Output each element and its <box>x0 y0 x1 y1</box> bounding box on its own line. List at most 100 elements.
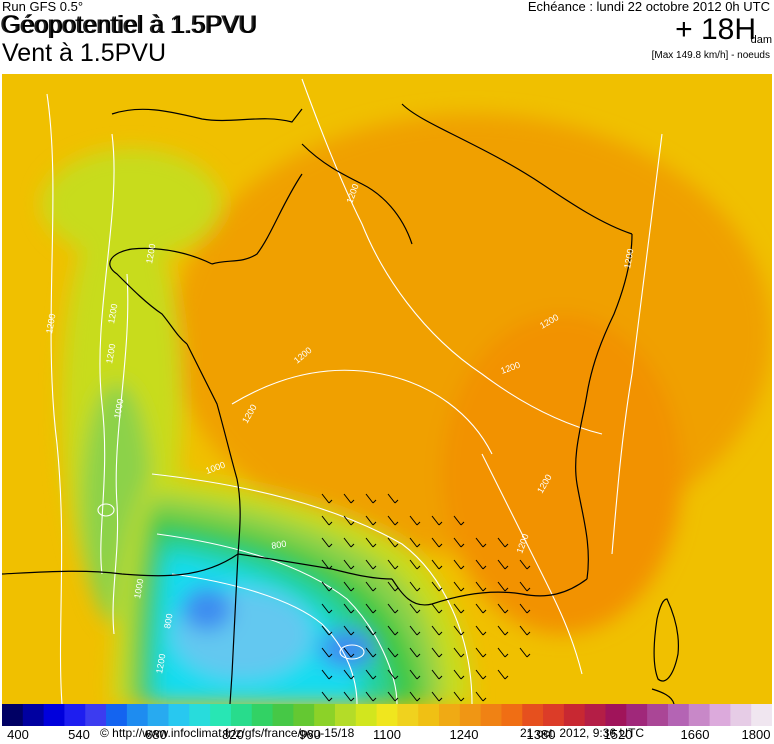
wind-barb <box>387 669 399 680</box>
color-scale-swatch <box>314 704 336 726</box>
wind-barb <box>321 515 333 526</box>
wind-barb <box>453 625 465 636</box>
wind-barb <box>387 581 399 592</box>
field-alps-orange <box>442 314 682 634</box>
color-scale-swatch <box>106 704 128 726</box>
wind-barb <box>365 581 377 592</box>
wind-barb <box>497 625 509 636</box>
wind-barb <box>475 691 487 702</box>
color-scale-swatch <box>147 704 169 726</box>
color-scale-swatch <box>730 704 752 726</box>
color-scale-swatch <box>626 704 648 726</box>
wind-barb <box>343 625 355 636</box>
color-scale-swatch <box>584 704 607 726</box>
contour-low-center <box>339 644 365 660</box>
contour-label: 800 <box>271 539 288 551</box>
field-north-green <box>42 149 222 259</box>
wind-barb <box>409 559 421 570</box>
contour-label: 1200 <box>106 303 119 324</box>
contour-lines <box>46 78 663 704</box>
color-scale-swatch <box>272 704 294 726</box>
color-scale-swatch <box>397 704 419 726</box>
wind-barb <box>365 603 377 614</box>
wind-barb <box>343 603 355 614</box>
wind-barb <box>365 625 377 636</box>
color-scale-swatch <box>168 704 190 726</box>
color-scale-swatch <box>189 704 211 726</box>
border-northeast <box>401 103 633 235</box>
color-scale-swatch <box>376 704 398 726</box>
wind-barb <box>431 691 443 702</box>
color-scale-swatch <box>230 704 253 726</box>
contour-label: 1200 <box>44 313 57 334</box>
color-scale-swatch <box>439 704 461 726</box>
wind-barb <box>453 647 465 658</box>
wind-barb <box>475 559 487 570</box>
coastline-north <box>211 173 303 265</box>
max-wind-label: [Max 149.8 km/h] - noeuds <box>651 50 770 61</box>
wind-barb <box>321 559 333 570</box>
color-scale-tick-540: 540 <box>68 727 90 742</box>
wind-barb <box>431 537 443 548</box>
wind-barb <box>409 625 421 636</box>
wind-barb <box>475 581 487 592</box>
wind-barbs <box>321 493 531 702</box>
contour-ridge-small <box>97 503 115 517</box>
echeance-label: Echéance : lundi 22 octobre 2012 0h UTC <box>527 0 770 14</box>
coastline-atlantic <box>186 343 241 704</box>
border-alps <box>575 233 633 580</box>
coastline-channel <box>301 143 413 245</box>
contour-label: 1200 <box>622 248 635 269</box>
color-scale-swatch <box>667 704 690 726</box>
wind-barb <box>453 559 465 570</box>
wind-barb <box>475 603 487 614</box>
coastline-mediterranean <box>391 578 588 606</box>
title-vent: Vent à 1.5PVU <box>2 39 167 67</box>
wind-barb <box>321 669 333 680</box>
credit-text[interactable]: © http://www.infoclimat.fr/z/gfs/france/… <box>100 726 355 740</box>
coastline-brittany <box>109 247 213 345</box>
contour-1200-brittany <box>99 133 115 575</box>
color-scale-swatch <box>43 704 65 726</box>
color-scale-swatch <box>459 704 482 726</box>
wind-barb <box>519 603 531 614</box>
wind-barb <box>409 669 421 680</box>
color-scale-swatch <box>293 704 315 726</box>
wind-barb <box>387 691 399 702</box>
wind-barb <box>431 625 443 636</box>
color-scale-swatch <box>605 704 627 726</box>
coastline-corsica <box>653 598 679 682</box>
wind-barb <box>453 515 465 526</box>
wind-barb <box>453 537 465 548</box>
wind-barb <box>343 559 355 570</box>
weather-map[interactable]: 1200 1200 1200 1200 1200 1200 1200 1200 1200 1200… <box>2 74 772 704</box>
wind-barb <box>365 537 377 548</box>
wind-barb <box>431 603 443 614</box>
color-scale-tick-680: 680 <box>145 727 167 742</box>
color-scale-swatch <box>2 704 24 726</box>
wind-barb <box>453 603 465 614</box>
wind-barb <box>343 669 355 680</box>
wind-barb <box>343 691 355 702</box>
color-scale-swatch <box>64 704 86 726</box>
wind-barb <box>453 691 465 702</box>
contour-label: 1200 <box>154 653 167 674</box>
color-scale-tick-1100: 1100 <box>373 727 401 742</box>
wind-barb <box>475 625 487 636</box>
wind-barb <box>387 537 399 548</box>
contour-1200-center <box>231 369 493 455</box>
coastline-england <box>111 108 303 123</box>
contour-1200-north <box>301 78 603 435</box>
wind-barb <box>387 647 399 658</box>
wind-barb <box>343 581 355 592</box>
wind-barb <box>409 603 421 614</box>
title-geopotentiel-overlay: Géopotentiel à 1.5PVU <box>0 11 256 39</box>
coastline-sardinia <box>651 688 675 704</box>
wind-barb <box>497 647 509 658</box>
color-scale-tick-1520: 1520 <box>603 727 633 742</box>
wind-barb <box>409 515 421 526</box>
wind-barb <box>387 493 399 504</box>
wind-barb <box>365 559 377 570</box>
wind-barb <box>497 669 509 680</box>
color-scale-tick-400: 400 <box>7 727 29 742</box>
